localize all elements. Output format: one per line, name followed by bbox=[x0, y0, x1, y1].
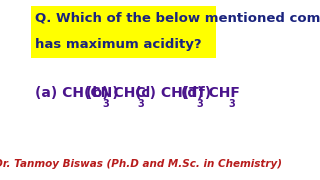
Text: 3: 3 bbox=[102, 99, 109, 109]
Text: 3: 3 bbox=[196, 99, 203, 109]
Text: (a) CH(CN): (a) CH(CN) bbox=[35, 86, 119, 100]
Text: (c) CH(Tf): (c) CH(Tf) bbox=[135, 86, 212, 100]
Text: (b) CHCl: (b) CHCl bbox=[86, 86, 150, 100]
Text: Q. Which of the below mentioned compound: Q. Which of the below mentioned compound bbox=[35, 12, 320, 25]
Text: (d) CHF: (d) CHF bbox=[181, 86, 240, 100]
Text: 3: 3 bbox=[137, 99, 144, 109]
Text: has maximum acidity?: has maximum acidity? bbox=[35, 38, 202, 51]
Text: 3: 3 bbox=[228, 99, 235, 109]
Text: By Dr. Tanmoy Biswas (Ph.D and M.Sc. in Chemistry): By Dr. Tanmoy Biswas (Ph.D and M.Sc. in … bbox=[0, 159, 282, 169]
FancyBboxPatch shape bbox=[31, 6, 216, 58]
